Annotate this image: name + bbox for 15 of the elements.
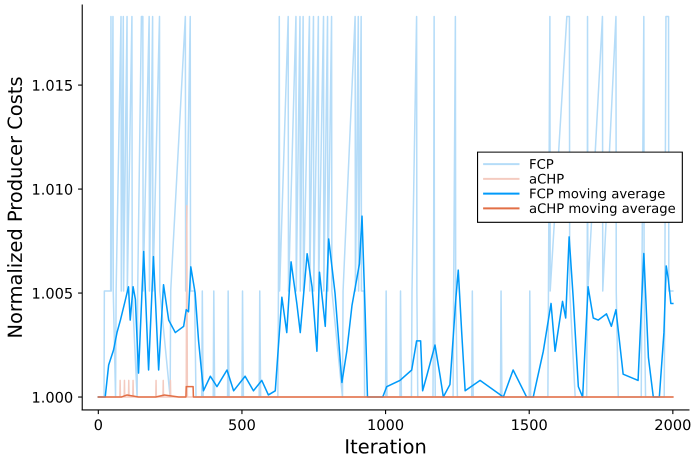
x-tick-label: 2000: [655, 419, 690, 430]
x-axis-title: Iteration: [346, 438, 426, 454]
y-tick-label: 1.000: [33, 392, 72, 403]
x-tick-label: 0: [94, 419, 102, 430]
legend-label: FCP: [530, 158, 554, 169]
x-tick-label: 1000: [368, 419, 404, 430]
y-axis-title: Normalized Producer Costs: [7, 77, 22, 337]
x-tick-label: 500: [229, 419, 255, 430]
legend-label: aCHP moving average: [530, 202, 676, 216]
y-tick-label: 1.010: [33, 184, 72, 195]
y-tick-label: 1.015: [33, 80, 72, 91]
legend-label: aCHP: [530, 174, 564, 184]
legend-label: FCP moving average: [530, 188, 665, 201]
x-tick-label: 1500: [512, 419, 547, 430]
y-tick-label: 1.005: [33, 288, 72, 299]
